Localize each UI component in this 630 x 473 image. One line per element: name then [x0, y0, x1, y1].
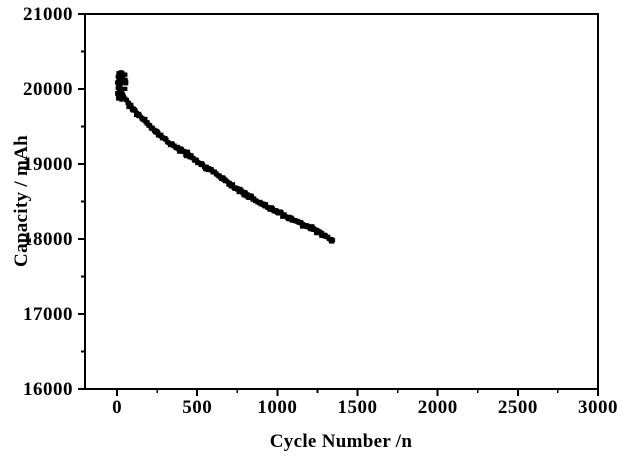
data-point — [325, 234, 331, 240]
x-tick-label: 1000 — [257, 397, 297, 418]
data-point — [116, 93, 121, 98]
data-point — [115, 74, 120, 79]
data-point — [280, 210, 284, 215]
data-point — [121, 92, 126, 96]
x-tick-label: 1500 — [338, 397, 378, 418]
y-axis-label: Capacity / mAh — [11, 135, 32, 267]
data-point — [128, 102, 134, 108]
data-point — [189, 153, 194, 158]
data-point — [151, 125, 155, 130]
data-point — [175, 144, 181, 150]
y-tick-label: 18000 — [23, 229, 73, 250]
plot-frame — [84, 13, 599, 390]
data-point — [118, 70, 123, 74]
data-point — [145, 120, 150, 124]
y-tick-label: 21000 — [23, 4, 73, 25]
data-point — [143, 116, 148, 122]
x-tick-label: 3000 — [578, 397, 618, 418]
data-point — [116, 80, 122, 85]
data-point — [119, 98, 124, 102]
x-axis-label: Cycle Number /n — [270, 431, 413, 452]
y-tick-label: 20000 — [23, 79, 73, 100]
data-point — [331, 238, 336, 243]
data-point — [148, 123, 153, 128]
data-point — [309, 224, 315, 230]
data-point — [115, 86, 120, 90]
data-point — [235, 186, 240, 190]
data-point — [121, 77, 127, 83]
capacity-series — [114, 70, 336, 244]
data-point — [125, 97, 130, 102]
data-point — [320, 230, 325, 235]
data-point — [123, 81, 127, 86]
data-point — [231, 183, 236, 188]
data-point — [156, 130, 161, 135]
data-point — [116, 71, 120, 75]
data-point — [249, 193, 255, 199]
axis-tick-labels: 0 500 1000 1500 2000 2500 3000 16000 17000 18000 1… — [23, 4, 618, 418]
data-point — [117, 74, 123, 80]
data-point — [159, 132, 164, 138]
x-tick-label: 2000 — [418, 397, 458, 418]
y-tick-label: 17000 — [23, 304, 73, 325]
x-tick-label: 500 — [182, 397, 212, 418]
x-tick-label: 2500 — [498, 397, 538, 418]
data-point — [115, 91, 120, 96]
y-tick-label: 19000 — [23, 154, 73, 175]
data-point — [123, 86, 128, 91]
data-point — [116, 96, 120, 101]
x-tick-label: 0 — [112, 397, 122, 418]
data-point — [123, 72, 128, 77]
data-point — [228, 180, 232, 185]
y-tick-label: 16000 — [23, 379, 73, 400]
data-point — [117, 86, 122, 91]
data-point — [120, 88, 125, 93]
data-point — [117, 77, 122, 82]
data-point — [133, 109, 138, 114]
